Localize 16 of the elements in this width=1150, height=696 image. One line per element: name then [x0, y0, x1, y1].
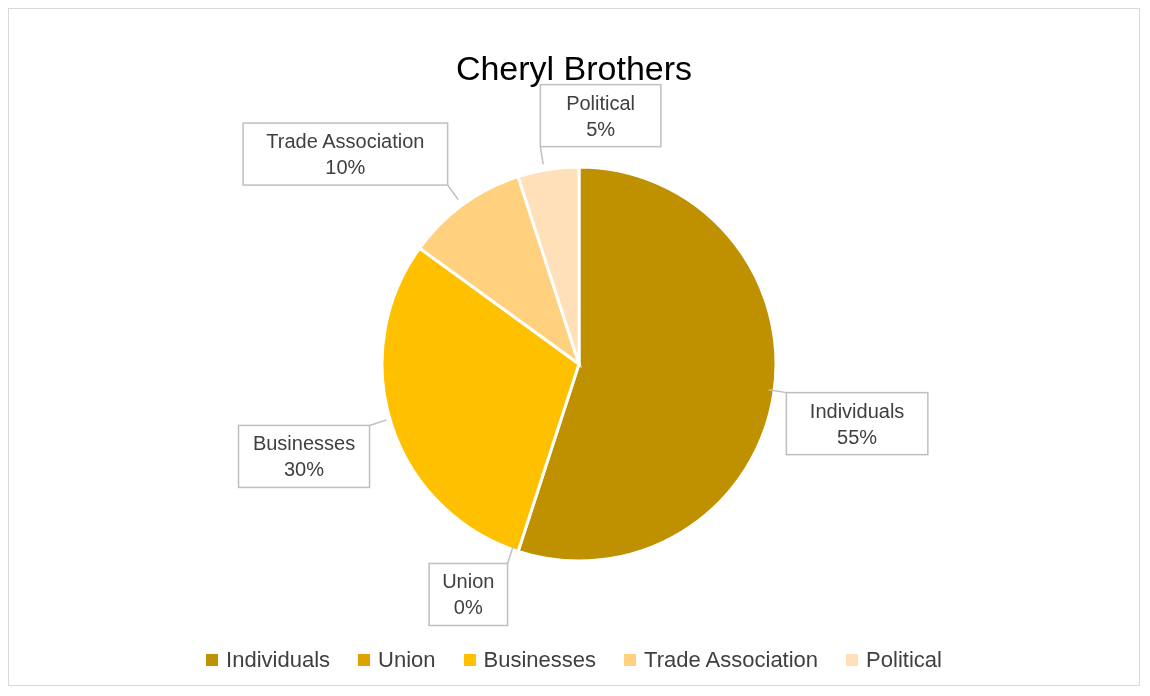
legend-label: Trade Association — [643, 647, 819, 673]
category-label: Union — [442, 570, 495, 593]
legend-label: Individuals — [225, 647, 331, 673]
slice-label: Individuals — [809, 399, 905, 422]
legend-label: Political — [865, 647, 942, 673]
slice-label: Trade Association — [266, 130, 425, 153]
data-label: 10% — [325, 156, 366, 179]
slice-label: Businesses — [252, 432, 356, 455]
legend-label: Businesses — [482, 647, 597, 673]
data-label: 5% — [586, 117, 616, 140]
chart-title: Cheryl Brothers — [454, 49, 694, 88]
slice-label: Political — [566, 91, 636, 114]
legend-label: Union — [377, 647, 436, 673]
text: 0% — [453, 596, 483, 619]
data-label: 55% — [837, 425, 878, 448]
data-label: 30% — [284, 458, 325, 481]
